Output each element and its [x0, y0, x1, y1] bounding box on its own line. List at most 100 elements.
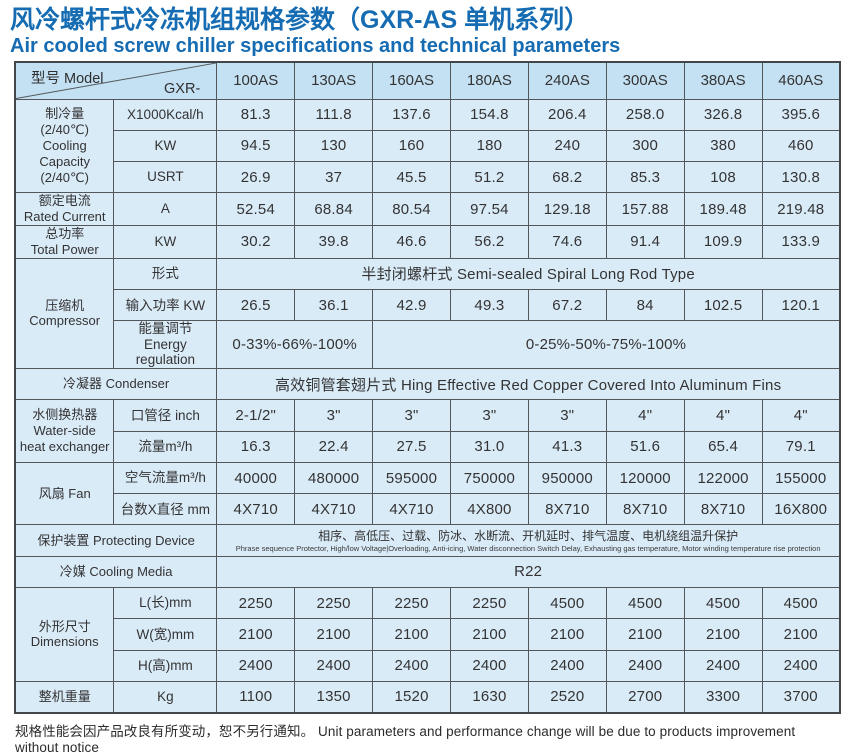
- label-cell: 总功率 Total Power: [14, 225, 115, 259]
- value-cell: 189.48: [683, 192, 763, 227]
- value-cell: 2250: [372, 587, 451, 620]
- unit-cell: L(长)mm: [113, 587, 218, 620]
- value-cell: 300: [605, 129, 685, 163]
- value-cell: 2400: [372, 649, 451, 682]
- value-cell: 31.0: [449, 430, 529, 463]
- value-cell: 45.5: [372, 161, 451, 194]
- value-cell: 219.48: [761, 192, 841, 227]
- value-cell: 半封闭螺杆式 Semi-sealed Spiral Long Rod Type: [216, 257, 841, 291]
- value-cell: 4500: [683, 587, 763, 620]
- value-cell: 460: [761, 129, 841, 163]
- table-row: 冷媒 Cooling Media R22: [14, 555, 841, 589]
- value-cell: 111.8: [294, 98, 374, 131]
- value-cell: 0-33%-66%-100%: [216, 320, 374, 369]
- model-column-header: 180AS: [449, 61, 529, 100]
- value-cell: 2700: [605, 680, 685, 714]
- value-cell: 91.4: [605, 225, 685, 259]
- value-cell: 2400: [527, 649, 607, 682]
- value-cell: 130.8: [761, 161, 841, 194]
- table-row: W(宽)mm 2100 2100 2100 2100 2100 2100 2100 2100: [15, 618, 841, 651]
- label-cell: 水侧换热器 Water-side heat exchanger: [14, 399, 115, 463]
- value-cell: 160: [372, 129, 451, 163]
- value-cell: 4500: [527, 587, 607, 620]
- value-cell: 65.4: [683, 430, 763, 463]
- value-cell: 40000: [216, 461, 296, 495]
- model-column-header: 380AS: [683, 61, 763, 100]
- value-cell: 4": [683, 399, 763, 432]
- value-cell: 2100: [527, 618, 607, 651]
- value-cell: 74.6: [527, 225, 607, 259]
- unit-cell: 流量m³/h: [113, 430, 218, 463]
- table-row: 能量调节 Energy regulation 0-33%-66%-100% 0-25…: [15, 320, 841, 369]
- table-row: KW 94.5 130 160 180 240 300 380 460: [15, 129, 841, 163]
- value-cell: 395.6: [761, 98, 841, 131]
- value-cell: 4": [605, 399, 685, 432]
- value-cell: 85.3: [605, 161, 685, 194]
- value-cell: 2100: [683, 618, 763, 651]
- table-row: 制冷量 (2/40℃) Cooling Capacity (2/40℃) X100…: [14, 98, 841, 194]
- table-row: 整机重量 Kg 1100 1350 1520 1630 2520 2700 3300 3700: [14, 680, 841, 714]
- model-label: 型号 Model: [31, 71, 104, 87]
- value-cell: 81.3: [216, 98, 296, 131]
- value-cell: 2250: [294, 587, 374, 620]
- model-prefix-label: GXR-: [164, 80, 201, 97]
- unit-cell: KW: [113, 225, 218, 259]
- unit-cell: A: [113, 192, 218, 227]
- value-cell: 180: [449, 129, 529, 163]
- value-cell: 2400: [605, 649, 685, 682]
- value-cell: 68.84: [294, 192, 374, 227]
- value-cell: 2100: [449, 618, 529, 651]
- value-cell: 2100: [294, 618, 374, 651]
- value-cell: 1100: [216, 680, 296, 714]
- label-cell: 冷媒 Cooling Media: [14, 555, 218, 589]
- value-cell: 51.2: [449, 161, 529, 194]
- value-cell: 52.54: [216, 192, 296, 227]
- value-cell: 高效铜管套翅片式 Hing Effective Red Copper Cover…: [216, 367, 841, 401]
- value-cell: 258.0: [605, 98, 685, 131]
- value-cell: 240: [527, 129, 607, 163]
- spec-table: 型号 Model GXR- 100AS 130AS 160AS 180AS 240AS 3…: [14, 61, 841, 714]
- value-cell: 2250: [449, 587, 529, 620]
- protect-cell: 相序、高低压、过载、防冰、水断流、开机延时、排气温度、电机绕组温升保护 Phras…: [216, 524, 841, 557]
- value-cell: 120.1: [761, 289, 841, 322]
- table-row: 台数X直径 mm 4X710 4X710 4X710 4X800 8X710 8X710 8X…: [15, 493, 841, 526]
- value-cell: 3": [527, 399, 607, 432]
- table-row: 水侧换热器 Water-side heat exchanger 口管径 inch 2…: [14, 399, 841, 463]
- value-cell: 2400: [294, 649, 374, 682]
- header-row: 型号 Model GXR- 100AS 130AS 160AS 180AS 240AS 3…: [14, 61, 841, 100]
- value-cell: 130: [294, 129, 374, 163]
- unit-cell: W(宽)mm: [113, 618, 218, 651]
- value-cell: 26.5: [216, 289, 296, 322]
- value-cell: 16.3: [216, 430, 296, 463]
- label-cell: 风扇 Fan: [14, 461, 115, 526]
- value-cell: 137.6: [372, 98, 451, 131]
- value-cell: 4500: [761, 587, 841, 620]
- label-cell: 外形尺寸 Dimensions: [14, 587, 115, 682]
- value-cell: 1630: [449, 680, 529, 714]
- value-cell: 2400: [216, 649, 296, 682]
- value-cell: 154.8: [449, 98, 529, 131]
- value-cell: 67.2: [527, 289, 607, 322]
- value-cell: 3": [294, 399, 374, 432]
- value-cell: 750000: [449, 461, 529, 495]
- label-cell: 保护装置 Protecting Device: [14, 524, 218, 557]
- value-cell: 155000: [761, 461, 841, 495]
- value-cell: 84: [605, 289, 685, 322]
- value-cell: 8X710: [683, 493, 763, 526]
- value-cell: 41.3: [527, 430, 607, 463]
- label-cell: 制冷量 (2/40℃) Cooling Capacity (2/40℃): [14, 98, 115, 194]
- value-cell: 4X800: [449, 493, 529, 526]
- value-cell: 2100: [216, 618, 296, 651]
- value-cell: 108: [683, 161, 763, 194]
- unit-cell: 输入功率 KW: [113, 289, 218, 322]
- value-cell: 3700: [761, 680, 841, 714]
- value-cell: 4X710: [216, 493, 296, 526]
- value-cell: 133.9: [761, 225, 841, 259]
- value-cell: 206.4: [527, 98, 607, 131]
- value-cell: 46.6: [372, 225, 451, 259]
- value-cell: 2250: [216, 587, 296, 620]
- value-cell: 4X710: [294, 493, 374, 526]
- page-subtitle: Air cooled screw chiller specifications …: [10, 35, 621, 57]
- unit-cell: 台数X直径 mm: [113, 493, 218, 526]
- value-cell: 3300: [683, 680, 763, 714]
